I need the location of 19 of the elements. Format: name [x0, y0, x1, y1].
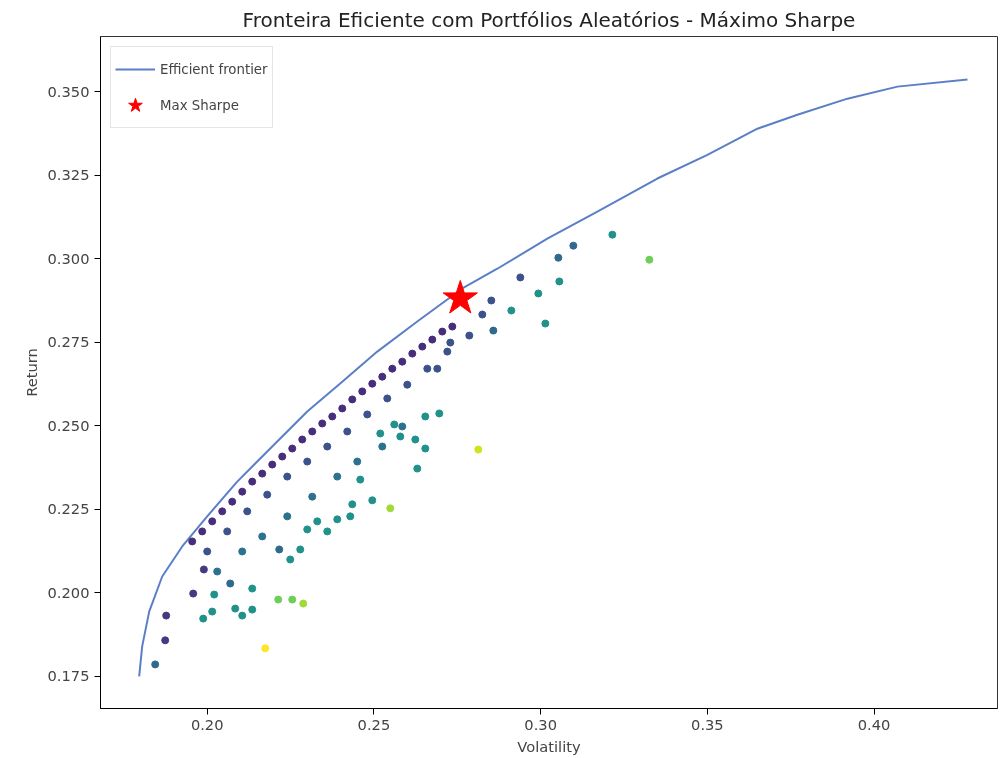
legend-label: Efficient frontier	[160, 61, 268, 77]
y-axis-title: Return	[22, 348, 40, 397]
x-tick-label: 0.40	[857, 715, 891, 733]
y-tick-label: 0.175	[47, 667, 90, 685]
y-tick-label: 0.325	[47, 166, 90, 184]
y-tick-label: 0.275	[47, 333, 90, 351]
y-tick-label: 0.350	[47, 82, 90, 100]
y-tick-label: 0.225	[47, 500, 90, 518]
x-tick-label: 0.30	[524, 715, 557, 733]
x-tick-label: 0.20	[190, 715, 224, 733]
legend-label: Max Sharpe	[160, 97, 240, 113]
x-tick-label: 0.25	[357, 715, 391, 733]
y-tick-label: 0.300	[47, 249, 90, 267]
y-tick-label: 0.250	[47, 416, 90, 434]
chart-title: Fronteira Eficiente com Portfólios Aleatórios - Máximo Sharpe	[242, 7, 856, 32]
x-axis-title: Volatility	[517, 737, 581, 755]
line-series	[138, 78, 969, 678]
x-tick-label: 0.35	[691, 715, 724, 733]
y-tick-label: 0.200	[47, 583, 90, 601]
